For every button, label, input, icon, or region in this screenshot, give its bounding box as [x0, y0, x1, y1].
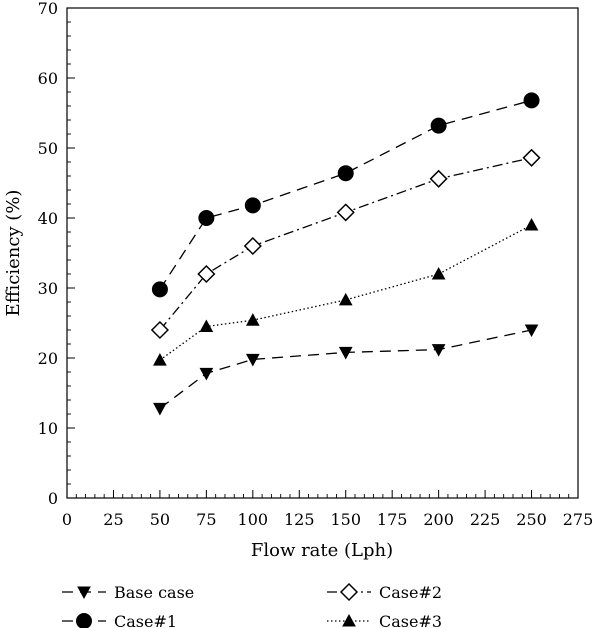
series-line	[159, 224, 532, 361]
x-tick-label: 75	[196, 510, 216, 529]
data-point	[431, 344, 446, 357]
legend-marker	[77, 586, 91, 600]
series-case-3	[153, 217, 539, 366]
y-tick-label: 30	[38, 279, 58, 298]
data-point	[197, 264, 216, 284]
data-point	[338, 292, 353, 306]
data-point	[245, 313, 260, 326]
data-point	[153, 353, 167, 366]
data-point	[337, 165, 354, 182]
legend-marker	[339, 582, 359, 602]
data-point	[523, 92, 540, 109]
data-point	[150, 320, 169, 340]
x-axis: 0 25 50 75 100 125 150 175 200 225 250 275	[62, 490, 593, 529]
data-point	[430, 117, 447, 134]
legend-item: Case#3	[327, 612, 442, 628]
y-tick-label: 40	[38, 209, 58, 228]
x-tick-label: 200	[423, 510, 454, 529]
data-point	[431, 266, 446, 280]
x-tick-label: 250	[516, 510, 547, 529]
data-point	[151, 281, 168, 298]
data-point	[336, 203, 355, 222]
x-tick-label: 125	[284, 510, 315, 529]
y-tick-label: 70	[38, 0, 58, 18]
plot-frame	[66, 7, 579, 499]
legend: Base case Case#1 Case#2 Case#3	[62, 582, 442, 628]
y-tick-label: 60	[38, 69, 58, 88]
data-point	[153, 402, 167, 416]
y-axis: 0 10 20 30 40 50 60 70	[38, 0, 75, 508]
x-tick-label: 275	[563, 510, 594, 529]
x-tick-label: 50	[150, 510, 170, 529]
data-point	[244, 197, 261, 214]
series-line	[159, 329, 532, 409]
data-point	[243, 236, 262, 256]
data-point	[524, 324, 539, 338]
x-tick-label: 175	[377, 510, 408, 529]
data-point	[524, 217, 539, 231]
legend-item: Case#2	[327, 582, 442, 602]
legend-label: Case#2	[379, 583, 442, 602]
series-case-2	[150, 148, 541, 340]
legend-label: Case#3	[379, 612, 442, 628]
legend-label: Base case	[114, 583, 194, 602]
y-tick-label: 10	[38, 419, 58, 438]
series-line	[159, 157, 532, 331]
y-tick-label: 20	[38, 349, 58, 368]
data-point	[522, 148, 541, 167]
x-tick-label: 25	[103, 510, 123, 529]
x-tick-label: 100	[238, 510, 269, 529]
legend-label: Case#1	[114, 612, 177, 628]
legend-marker	[76, 613, 92, 628]
series-layer	[150, 92, 541, 416]
x-tick-label: 150	[330, 510, 361, 529]
y-axis-label: Efficiency (%)	[3, 190, 24, 317]
data-point	[199, 319, 214, 332]
y-tick-label: 50	[38, 139, 58, 158]
legend-item: Case#1	[62, 612, 177, 628]
data-point	[429, 169, 448, 188]
data-point	[199, 367, 214, 381]
series-base-case	[153, 324, 539, 416]
y-tick-label: 0	[48, 489, 58, 508]
x-tick-label: 225	[470, 510, 501, 529]
data-point	[245, 353, 260, 367]
legend-marker	[342, 613, 356, 627]
data-point	[198, 210, 215, 226]
legend-item: Base case	[62, 583, 194, 602]
series-case-1	[151, 92, 540, 298]
data-point	[338, 346, 353, 360]
x-axis-label: Flow rate (Lph)	[251, 540, 393, 561]
series-line	[159, 99, 532, 290]
x-tick-label: 0	[62, 510, 72, 529]
